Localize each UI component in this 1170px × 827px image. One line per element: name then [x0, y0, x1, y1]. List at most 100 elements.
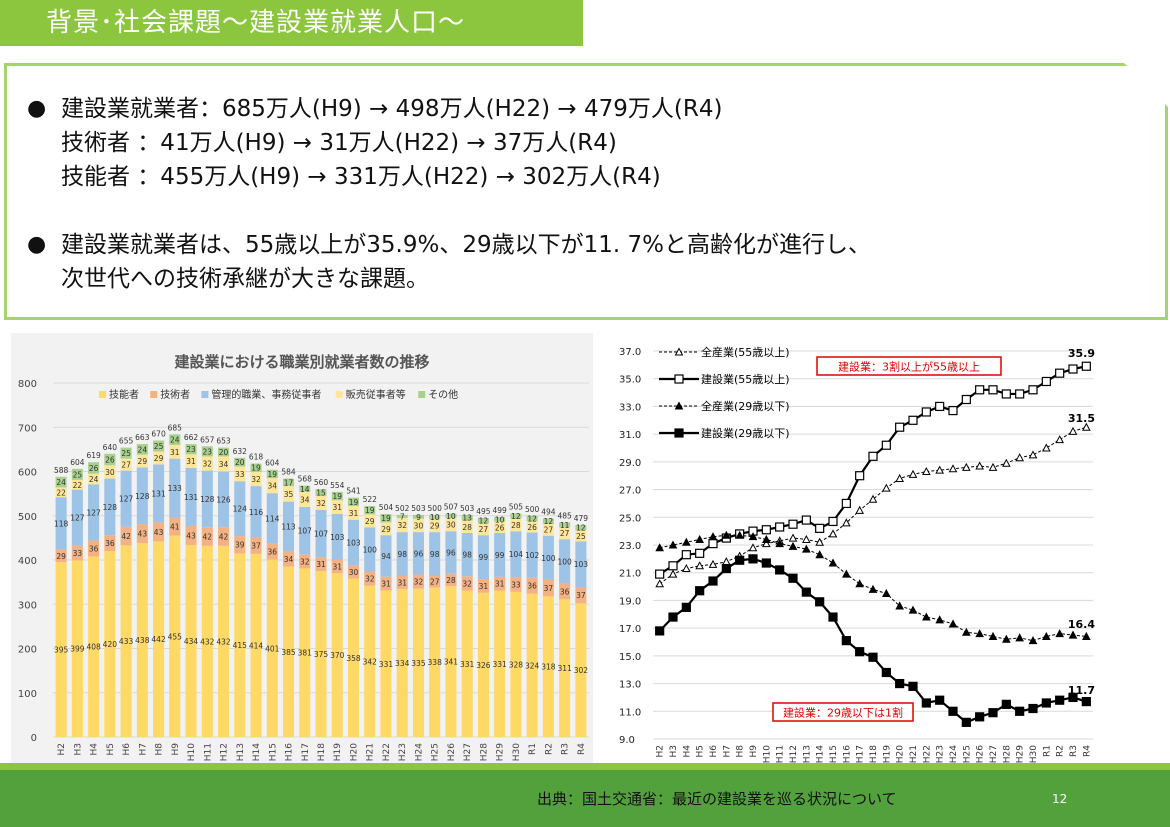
bar-segment [153, 522, 165, 542]
data-label: 22 [73, 481, 83, 490]
bar-segment [331, 513, 343, 560]
data-label: 399 [70, 645, 85, 654]
bar-segment [364, 527, 376, 572]
bar-segment [153, 464, 165, 523]
x-tick-label: H6 [709, 745, 719, 758]
data-label: 116 [249, 508, 264, 517]
legend-label: その他 [428, 388, 458, 401]
data-point [1068, 426, 1078, 435]
data-label: 415 [233, 641, 248, 650]
data-point [801, 587, 811, 597]
bar-segment [234, 481, 246, 537]
bar-segment [234, 536, 246, 554]
bar-segment [575, 586, 587, 604]
data-label: 96 [446, 548, 456, 557]
bar-segment [380, 590, 392, 737]
data-point [895, 601, 905, 610]
summary-line-succession: 次世代への技術承継が大きな課題。 [61, 266, 429, 292]
data-point [801, 515, 811, 525]
bar-segment [136, 543, 148, 737]
data-point [735, 555, 745, 565]
data-point [695, 561, 705, 570]
bar-segment [494, 590, 506, 737]
data-point [921, 612, 931, 621]
total-label: 604 [70, 458, 85, 467]
data-point [855, 471, 865, 481]
data-point [775, 539, 785, 548]
bar-segment [331, 491, 343, 501]
x-tick-label: H9 [749, 745, 759, 758]
bar-segment [559, 583, 571, 600]
bar-segment [510, 513, 522, 519]
total-label: 662 [184, 433, 199, 442]
bar-segment [169, 535, 181, 737]
bar-segment [477, 517, 489, 524]
x-tick-label: H16 [842, 745, 852, 763]
bar-segment [120, 526, 132, 546]
data-point [775, 522, 785, 532]
bar-segment [559, 527, 571, 540]
bar-segment [136, 444, 148, 455]
y-tick-label: 13.0 [619, 680, 641, 691]
data-label: 37 [251, 542, 261, 551]
x-tick-label: H14 [252, 743, 262, 761]
bar-segment [136, 524, 148, 544]
data-point [815, 597, 825, 607]
x-tick-label: H21 [909, 745, 919, 763]
y-tick-label: 21.0 [619, 569, 641, 580]
bar-segment [71, 489, 83, 546]
data-label: 414 [249, 641, 264, 650]
x-tick-label: R3 [1069, 745, 1079, 757]
total-label: 485 [557, 511, 572, 520]
data-label: 32 [251, 475, 261, 484]
x-tick-label: H15 [829, 745, 839, 763]
data-label: 10 [495, 515, 505, 524]
bar-segment [347, 578, 360, 737]
data-point [708, 532, 718, 541]
bar-segment [250, 553, 262, 737]
data-point [761, 534, 771, 543]
data-point [841, 569, 851, 578]
data-point [1028, 636, 1038, 645]
data-label: 370 [330, 651, 345, 660]
y-tick-label: 29.0 [619, 458, 641, 469]
data-label: 331 [493, 660, 508, 669]
data-label: 42 [219, 533, 229, 542]
data-label: 33 [73, 549, 83, 558]
x-tick-label: H24 [949, 745, 959, 763]
x-tick-label: H22 [382, 743, 392, 761]
bar-segment [169, 458, 181, 518]
data-label: 29 [56, 552, 66, 561]
data-point [761, 558, 771, 568]
data-point [788, 533, 798, 542]
y-tick-label: 27.0 [619, 486, 641, 497]
x-tick-label: H24 [414, 743, 424, 761]
data-point [868, 494, 878, 503]
data-label: 34 [219, 460, 229, 469]
data-label: 35 [284, 490, 294, 499]
x-tick-label: H25 [962, 745, 972, 763]
bar-segment [218, 447, 230, 457]
aging-summary: ● 建設業就業者は、55歳以上が35.9%、29歳以下が11. 7%と高齢化が進… [27, 228, 871, 296]
data-point [1068, 692, 1078, 703]
box-corner-cut [1124, 63, 1168, 107]
data-label: 100 [363, 545, 378, 554]
data-point [961, 394, 971, 405]
bar-segment [315, 557, 327, 572]
bar-segment [575, 530, 587, 542]
bar-segment [185, 467, 197, 526]
bar-segment [185, 525, 197, 545]
stacked-bar-chart: 建設業における職業別就業者数の推移 0 100 200 300 400 500 600 700 8… [18, 353, 589, 761]
data-point [668, 612, 678, 622]
bar-segment [71, 479, 83, 490]
bar-segment [299, 568, 311, 737]
data-label: 98 [462, 551, 472, 560]
data-label: 311 [557, 664, 572, 673]
data-point [1028, 703, 1038, 714]
data-label: 23 [186, 445, 196, 454]
data-label: 19 [267, 470, 277, 479]
data-point [961, 717, 971, 727]
data-point [1015, 453, 1025, 462]
data-label: 124 [233, 505, 248, 514]
data-point [895, 473, 905, 482]
